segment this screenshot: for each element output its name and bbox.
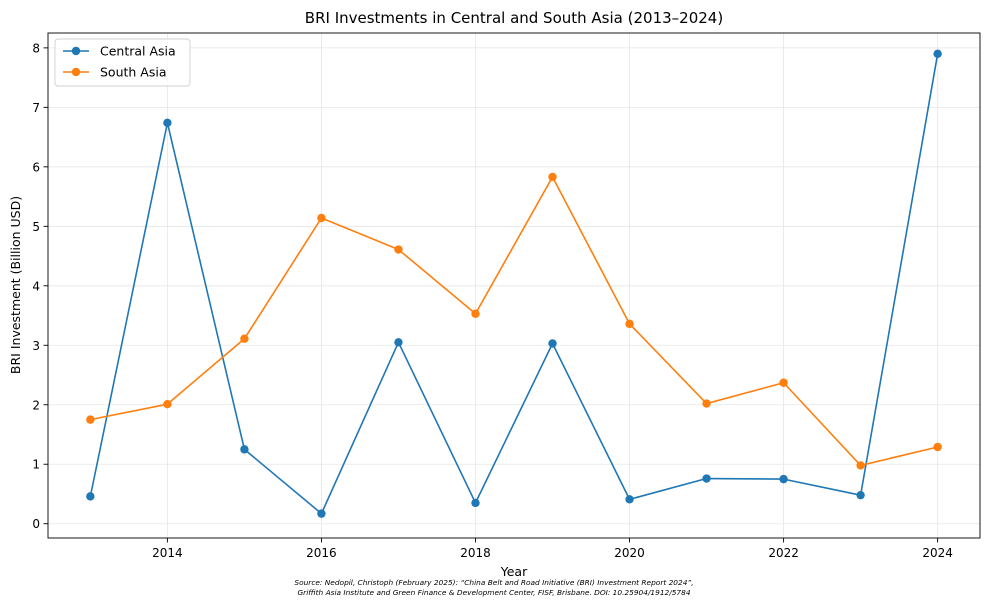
central-asia-point-2022: [779, 474, 788, 484]
south-asia-point-2013: [86, 415, 95, 424]
central-asia-point-2019: [548, 339, 557, 348]
x-tick-label: 2022: [768, 546, 799, 560]
y-tick-label: 8: [32, 41, 40, 55]
source-note-line-2: Griffith Asia Institute and Green Financ…: [297, 588, 690, 597]
y-tick-label: 7: [32, 101, 40, 115]
x-tick-label: 2016: [306, 546, 337, 560]
south-asia-point-2024: [933, 442, 942, 452]
x-tick-label: 2014: [152, 546, 183, 560]
south-asia-series-line: [90, 176, 938, 467]
y-axis-label: BRI Investment (Billion USD): [8, 196, 23, 374]
south-asia-point-2020: [625, 319, 634, 329]
south-asia-point-2019: [548, 172, 557, 182]
y-tick-label: 3: [32, 339, 40, 353]
chart-title: BRI Investments in Central and South Asi…: [305, 9, 723, 27]
x-tick-label: 2018: [460, 546, 491, 560]
x-tick-label: 2024: [922, 546, 953, 560]
central-asia-point-2015: [240, 445, 249, 454]
legend-central-asia-label: Central Asia: [100, 44, 176, 59]
south-asia-point-2014: [163, 399, 172, 409]
y-tick-label: 5: [32, 220, 40, 234]
y-tick-label: 0: [32, 517, 40, 531]
x-tick-label: 2020: [614, 546, 645, 560]
central-asia-point-2021: [702, 474, 711, 483]
series-layer: [86, 49, 942, 518]
y-tick-label: 2: [32, 398, 40, 412]
south-asia-point-2016: [317, 213, 326, 223]
y-tick-label: 6: [32, 160, 40, 174]
south-asia-point-2022: [779, 378, 788, 387]
central-asia-point-2024: [933, 49, 942, 59]
legend-central-asia-marker: [71, 46, 81, 56]
central-asia-point-2023: [856, 490, 865, 500]
legend-south-asia-label: South Asia: [100, 65, 167, 80]
y-tick-label: 4: [32, 279, 40, 293]
central-asia-point-2020: [625, 495, 634, 504]
legend-south-asia-marker: [71, 67, 81, 77]
axis-ticks: 2014 2016 2018 2020 2022 2024 0 1 2 3 4 5 6 7 8: [32, 41, 953, 560]
source-note-line-1: Source: Nedopil, Christoph (February 202…: [294, 578, 693, 587]
central-asia-point-2017: [394, 338, 403, 347]
south-asia-point-2015: [240, 334, 249, 343]
central-asia-series-line: [89, 53, 939, 515]
grid: [48, 33, 980, 538]
south-asia-point-2023: [856, 461, 865, 470]
south-asia-point-2017: [394, 245, 403, 254]
south-asia-point-2021: [702, 399, 711, 408]
x-axis-label: Year: [500, 564, 528, 579]
y-tick-label: 1: [32, 458, 40, 472]
central-asia-point-2014: [163, 118, 172, 128]
central-asia-point-2018: [471, 498, 480, 508]
central-asia-point-2013: [86, 492, 95, 501]
central-asia-point-2016: [317, 509, 326, 518]
legend: Central Asia South Asia: [54, 38, 191, 87]
south-asia-point-2018: [471, 309, 480, 318]
